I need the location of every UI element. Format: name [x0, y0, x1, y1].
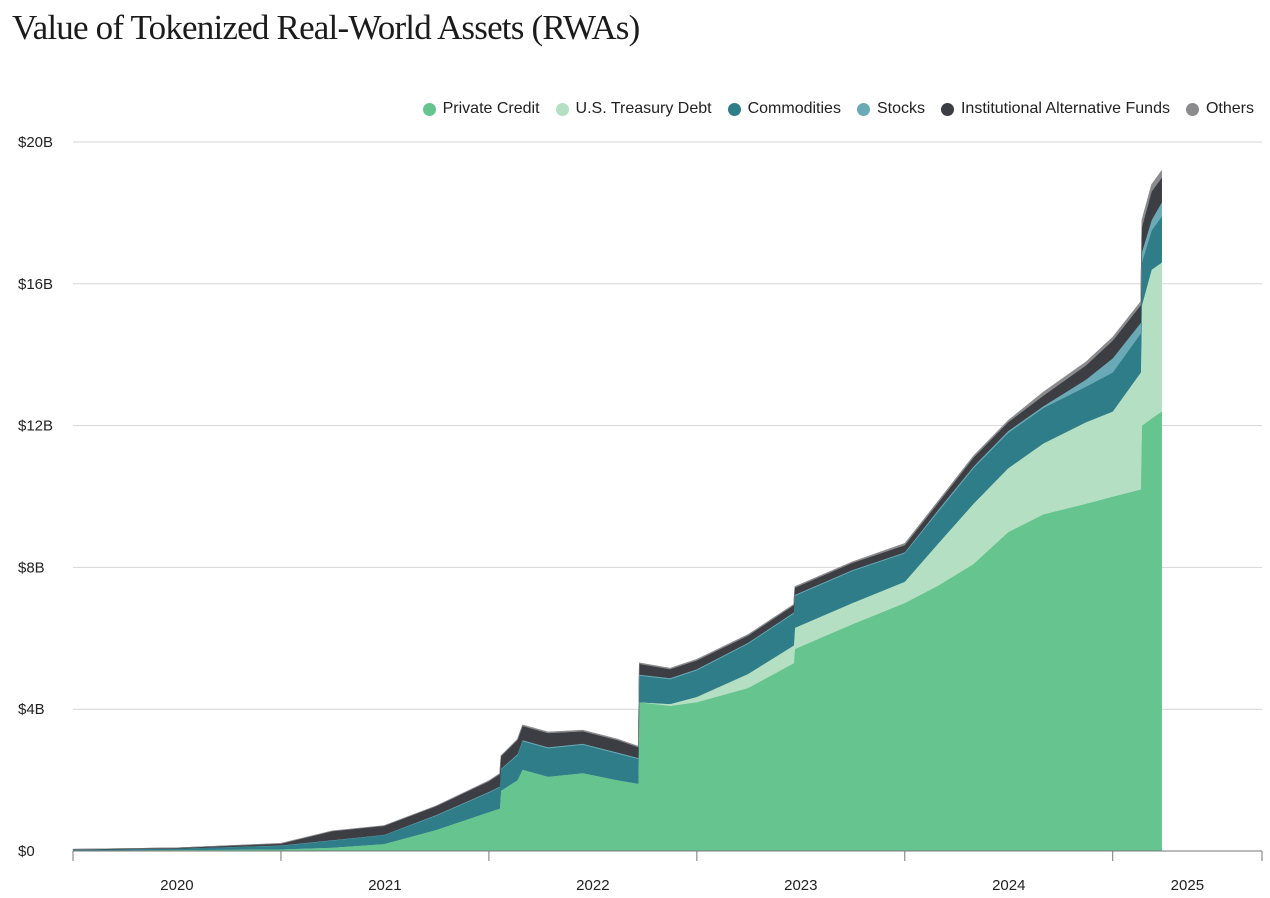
y-tick-label: $20B [18, 134, 53, 151]
legend-item[interactable]: Others [1185, 100, 1254, 118]
legend-item[interactable]: Stocks [856, 100, 925, 118]
legend-label: Commodities [747, 100, 841, 117]
y-tick-label: $4B [18, 701, 45, 718]
x-tick-label: 2021 [368, 877, 401, 894]
legend-item[interactable]: Commodities [727, 100, 841, 118]
x-tick-label: 2023 [784, 877, 817, 894]
x-tick-label: 2022 [576, 877, 609, 894]
legend-dot-icon [422, 102, 436, 116]
legend-item[interactable]: Institutional Alternative Funds [940, 100, 1170, 118]
legend-item[interactable]: Private Credit [422, 100, 540, 118]
legend-label: U.S. Treasury Debt [575, 100, 712, 117]
legend-dot-icon [727, 102, 741, 116]
legend-label: Others [1205, 100, 1254, 117]
chart-title: Value of Tokenized Real-World Assets (RW… [12, 8, 640, 47]
y-tick-label: $0 [18, 843, 35, 860]
y-tick-label: $8B [18, 559, 45, 576]
legend-dot-icon [856, 102, 870, 116]
x-tick-label: 2024 [992, 877, 1025, 894]
y-tick-label: $12B [18, 418, 53, 435]
legend-dot-icon [555, 102, 569, 116]
legend-dot-icon [1185, 102, 1199, 116]
x-tick-label: 2025 [1171, 877, 1204, 894]
legend-label: Institutional Alternative Funds [960, 100, 1170, 117]
legend-label: Stocks [876, 100, 925, 117]
legend-item[interactable]: U.S. Treasury Debt [555, 100, 712, 118]
legend-dot-icon [940, 102, 954, 116]
area-series-others [72, 169, 1162, 850]
legend-label: Private Credit [442, 100, 540, 117]
y-tick-label: $16B [18, 276, 53, 293]
legend: Private Credit U.S. Treasury Debt Commodit… [422, 100, 1254, 118]
x-tick-label: 2020 [160, 877, 193, 894]
